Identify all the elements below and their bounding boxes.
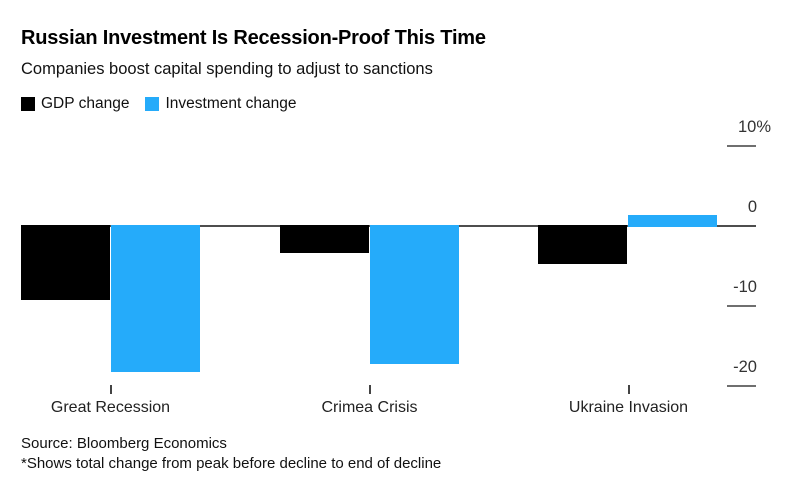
legend-item-gdp: GDP change bbox=[21, 95, 129, 113]
footnote-text: *Shows total change from peak before dec… bbox=[21, 455, 442, 472]
ytick-label: 0 bbox=[747, 198, 757, 216]
bar-gdp-2 bbox=[538, 225, 627, 265]
bar-investment-1 bbox=[369, 225, 459, 364]
xtick-mark bbox=[109, 385, 112, 394]
ytick-mark bbox=[727, 305, 756, 307]
ytick-mark bbox=[727, 385, 756, 387]
bar-investment-0 bbox=[111, 225, 200, 373]
ytick-label: -20 bbox=[733, 358, 757, 376]
bar-gdp-1 bbox=[279, 225, 369, 254]
xtick-mark bbox=[368, 385, 371, 394]
legend-label: Investment change bbox=[165, 95, 297, 112]
ytick-label: 10% bbox=[737, 118, 771, 136]
source-text: Source: Bloomberg Economics bbox=[21, 435, 227, 452]
category-label: Ukraine Invasion bbox=[568, 399, 689, 416]
chart-subtitle: Companies boost capital spending to adju… bbox=[21, 60, 433, 78]
bar-gdp-0 bbox=[21, 225, 110, 300]
category-label: Crimea Crisis bbox=[321, 399, 418, 416]
legend-label: GDP change bbox=[41, 95, 130, 112]
bar-investment-2 bbox=[628, 215, 717, 227]
chart-legend: GDP change Investment change bbox=[21, 95, 312, 113]
ytick-label: -10 bbox=[733, 278, 757, 296]
ytick-mark bbox=[727, 145, 756, 147]
chart-title: Russian Investment Is Recession-Proof Th… bbox=[21, 27, 486, 49]
xtick-mark bbox=[627, 385, 630, 394]
legend-item-investment: Investment change bbox=[145, 95, 296, 113]
legend-swatch-icon bbox=[21, 97, 35, 111]
category-label: Great Recession bbox=[50, 399, 171, 416]
legend-swatch-icon bbox=[145, 97, 160, 111]
